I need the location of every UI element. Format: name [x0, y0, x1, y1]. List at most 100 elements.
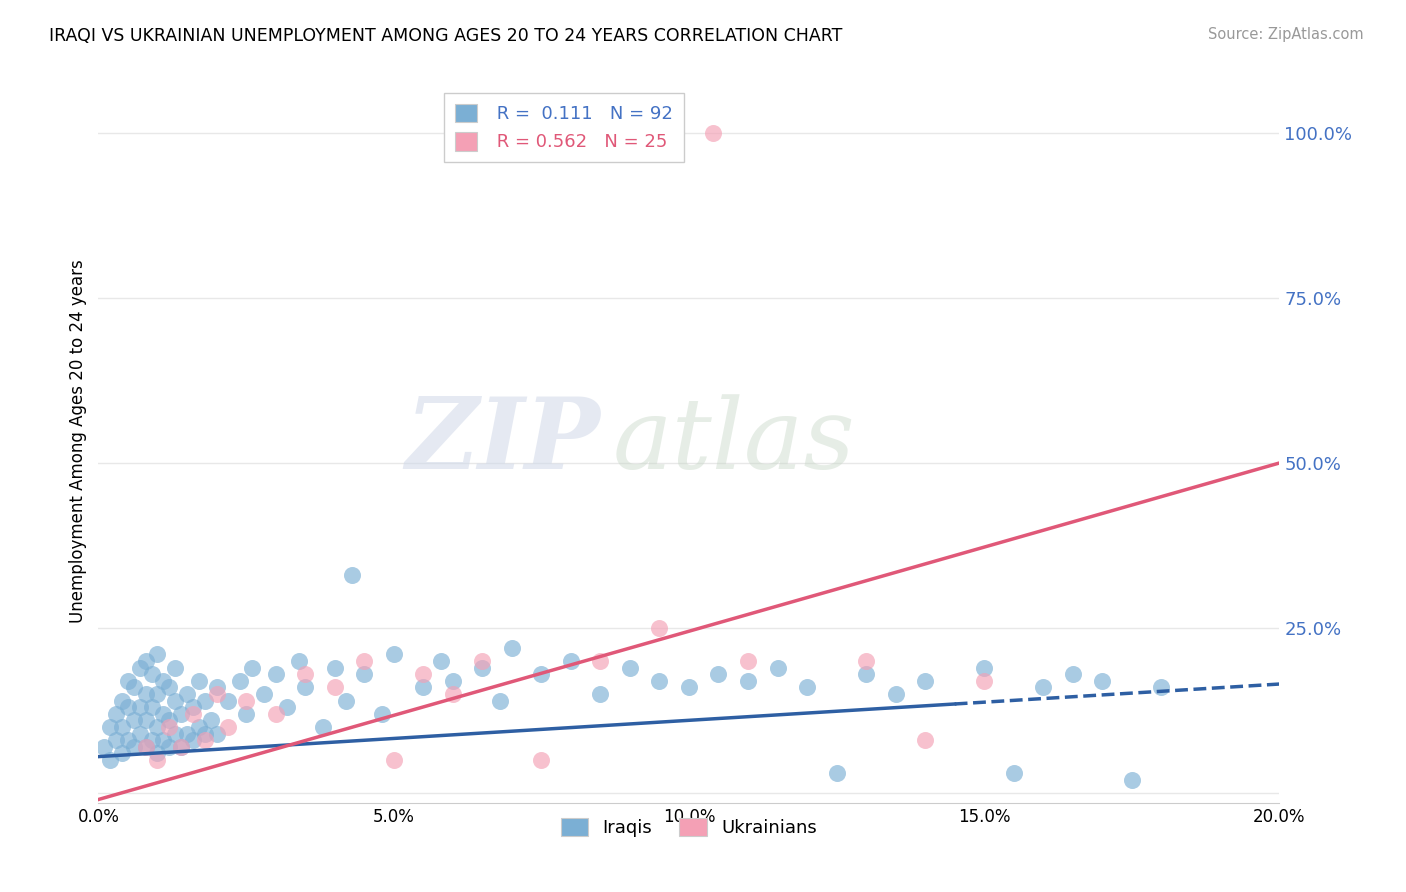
Point — [128, 700, 150, 714]
Point — [187, 673, 209, 688]
Point — [205, 687, 228, 701]
Point — [240, 660, 263, 674]
Point — [441, 673, 464, 688]
Point — [1002, 766, 1025, 780]
Point — [135, 739, 157, 754]
Point — [412, 667, 434, 681]
Text: IRAQI VS UKRAINIAN UNEMPLOYMENT AMONG AGES 20 TO 24 YEARS CORRELATION CHART: IRAQI VS UKRAINIAN UNEMPLOYMENT AMONG AG… — [49, 27, 842, 45]
Point — [1091, 673, 1114, 688]
Point — [855, 667, 877, 681]
Point — [146, 753, 169, 767]
Point — [412, 681, 434, 695]
Point — [353, 654, 375, 668]
Point — [589, 687, 612, 701]
Point — [217, 720, 239, 734]
Point — [973, 660, 995, 674]
Point — [342, 568, 364, 582]
Point — [648, 673, 671, 688]
Point — [135, 714, 157, 728]
Point — [146, 687, 169, 701]
Point — [128, 726, 150, 740]
Point — [294, 681, 316, 695]
Point — [737, 654, 759, 668]
Point — [141, 667, 163, 681]
Point — [194, 726, 217, 740]
Point — [157, 681, 180, 695]
Point — [135, 654, 157, 668]
Point — [117, 673, 139, 688]
Point — [170, 739, 193, 754]
Point — [589, 654, 612, 668]
Point — [181, 733, 204, 747]
Point — [702, 126, 724, 140]
Point — [165, 693, 187, 707]
Point — [122, 739, 145, 754]
Point — [1121, 772, 1143, 787]
Point — [141, 733, 163, 747]
Point — [165, 660, 187, 674]
Point — [323, 681, 346, 695]
Point — [914, 673, 936, 688]
Point — [146, 747, 169, 761]
Point — [194, 733, 217, 747]
Point — [382, 648, 405, 662]
Point — [619, 660, 641, 674]
Point — [105, 733, 128, 747]
Point — [312, 720, 335, 734]
Point — [235, 693, 257, 707]
Point — [441, 687, 464, 701]
Point — [530, 667, 553, 681]
Point — [135, 739, 157, 754]
Point — [648, 621, 671, 635]
Point — [152, 733, 174, 747]
Point — [825, 766, 848, 780]
Point — [111, 693, 134, 707]
Point — [176, 687, 198, 701]
Point — [194, 693, 217, 707]
Point — [205, 726, 228, 740]
Point — [855, 654, 877, 668]
Point — [170, 706, 193, 721]
Point — [471, 654, 494, 668]
Point — [796, 681, 818, 695]
Point — [165, 726, 187, 740]
Point — [176, 726, 198, 740]
Point — [1150, 681, 1173, 695]
Point — [884, 687, 907, 701]
Point — [187, 720, 209, 734]
Point — [1062, 667, 1084, 681]
Point — [170, 739, 193, 754]
Point — [353, 667, 375, 681]
Point — [128, 660, 150, 674]
Point — [122, 681, 145, 695]
Point — [117, 700, 139, 714]
Point — [98, 720, 121, 734]
Point — [111, 747, 134, 761]
Point — [501, 640, 523, 655]
Point — [264, 667, 287, 681]
Point — [382, 753, 405, 767]
Point — [146, 720, 169, 734]
Point — [229, 673, 252, 688]
Point — [217, 693, 239, 707]
Point — [914, 733, 936, 747]
Point — [105, 706, 128, 721]
Point — [530, 753, 553, 767]
Point — [181, 706, 204, 721]
Point — [111, 720, 134, 734]
Point — [235, 706, 257, 721]
Point — [707, 667, 730, 681]
Point — [294, 667, 316, 681]
Point — [135, 687, 157, 701]
Point — [737, 673, 759, 688]
Point — [122, 714, 145, 728]
Point — [489, 693, 512, 707]
Text: atlas: atlas — [612, 394, 855, 489]
Point — [264, 706, 287, 721]
Point — [471, 660, 494, 674]
Point — [335, 693, 357, 707]
Point — [1032, 681, 1054, 695]
Point — [152, 706, 174, 721]
Point — [205, 681, 228, 695]
Point — [288, 654, 311, 668]
